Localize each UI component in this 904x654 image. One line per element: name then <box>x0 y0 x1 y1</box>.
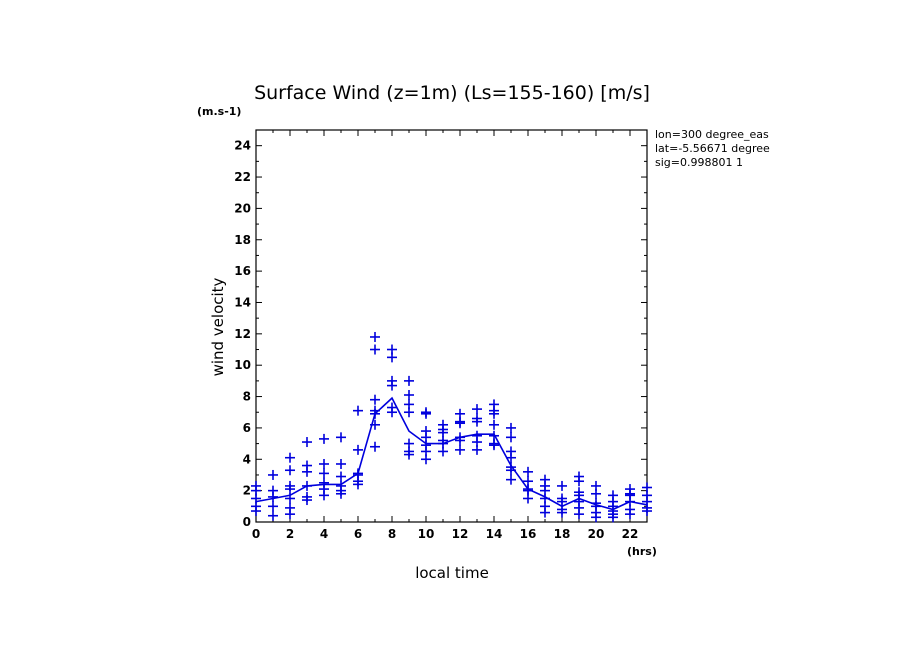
data-point <box>336 471 346 482</box>
x-tick-label: 8 <box>388 527 396 541</box>
data-point <box>319 468 329 479</box>
data-point <box>506 474 516 485</box>
data-point <box>336 488 346 499</box>
data-point <box>557 480 567 491</box>
data-point <box>370 344 380 355</box>
data-point <box>489 408 499 419</box>
data-point <box>319 458 329 469</box>
x-tick-label: 18 <box>554 527 571 541</box>
y-axis-label: wind velocity <box>209 277 227 376</box>
data-point <box>540 507 550 518</box>
data-point <box>472 444 482 455</box>
y-tick-label: 0 <box>243 515 251 529</box>
data-point <box>404 449 414 460</box>
y-tick-label: 8 <box>243 390 251 404</box>
data-point <box>302 437 312 448</box>
y-tick-label: 2 <box>243 484 251 498</box>
data-point <box>268 501 278 512</box>
data-point <box>455 418 465 429</box>
data-point <box>574 476 584 487</box>
data-point <box>285 484 295 495</box>
data-point <box>421 408 431 419</box>
data-point <box>353 444 363 455</box>
data-point <box>489 440 499 451</box>
info-lon: lon=300 degree_eas <box>655 128 769 141</box>
info-sig: sig=0.998801 1 <box>655 156 743 169</box>
data-point <box>370 331 380 342</box>
x-tick-label: 0 <box>252 527 260 541</box>
data-point <box>506 432 516 443</box>
x-tick-label: 2 <box>286 527 294 541</box>
data-point <box>302 466 312 477</box>
y-tick-label: 24 <box>234 139 251 153</box>
y-tick-label: 10 <box>234 358 251 372</box>
data-point <box>506 422 516 433</box>
x-tick-label: 16 <box>520 527 537 541</box>
data-point <box>268 469 278 480</box>
data-point <box>370 394 380 405</box>
data-point <box>387 407 397 418</box>
y-tick-label: 4 <box>243 452 251 466</box>
data-point <box>472 416 482 427</box>
data-point <box>506 452 516 463</box>
data-point <box>387 380 397 391</box>
data-point <box>319 433 329 444</box>
data-point <box>591 488 601 499</box>
y-tick-label: 18 <box>234 233 251 247</box>
x-axis-label: local time <box>415 564 489 582</box>
data-point <box>336 432 346 443</box>
mean-line <box>255 396 648 511</box>
data-point <box>251 506 261 517</box>
y-tick-label: 20 <box>234 201 251 215</box>
data-point <box>353 479 363 490</box>
data-point <box>523 466 533 477</box>
y-tick-label: 16 <box>234 264 251 278</box>
data-point <box>557 507 567 518</box>
x-tick-label: 14 <box>486 527 503 541</box>
data-point <box>642 506 652 517</box>
x-tick-label: 22 <box>622 527 639 541</box>
data-point <box>370 441 380 452</box>
data-point <box>472 404 482 415</box>
data-point <box>319 490 329 501</box>
data-point <box>336 458 346 469</box>
x-tick-label: 6 <box>354 527 362 541</box>
data-point <box>387 352 397 363</box>
data-point <box>268 510 278 521</box>
data-point <box>302 495 312 506</box>
data-point <box>404 375 414 386</box>
x-unit-label: (hrs) <box>627 545 657 558</box>
data-point <box>353 405 363 416</box>
data-point <box>523 493 533 504</box>
data-point <box>268 491 278 502</box>
data-point <box>404 407 414 418</box>
x-tick-label: 4 <box>320 527 328 541</box>
data-point <box>438 446 448 457</box>
y-tick-label: 6 <box>243 421 251 435</box>
y-tick-label: 14 <box>234 295 251 309</box>
data-point <box>574 509 584 520</box>
data-point <box>285 509 295 520</box>
data-point <box>285 465 295 476</box>
x-tick-label: 10 <box>418 527 435 541</box>
y-tick-label: 22 <box>234 170 251 184</box>
data-point <box>608 512 618 523</box>
data-point <box>421 454 431 465</box>
data-point <box>285 452 295 463</box>
chart-title: Surface Wind (z=1m) (Ls=155-160) [m/s] <box>254 82 650 104</box>
plot-frame <box>255 129 648 523</box>
x-tick-label: 12 <box>452 527 469 541</box>
data-point <box>489 419 499 430</box>
x-tick-label: 20 <box>588 527 605 541</box>
data-point <box>625 509 635 520</box>
y-unit-label: (m.s-1) <box>197 105 241 118</box>
data-point <box>404 389 414 400</box>
info-lat: lat=-5.56671 degree <box>655 142 770 155</box>
data-marks <box>251 331 652 523</box>
data-point <box>455 444 465 455</box>
y-tick-label: 12 <box>234 327 251 341</box>
data-point <box>591 512 601 523</box>
